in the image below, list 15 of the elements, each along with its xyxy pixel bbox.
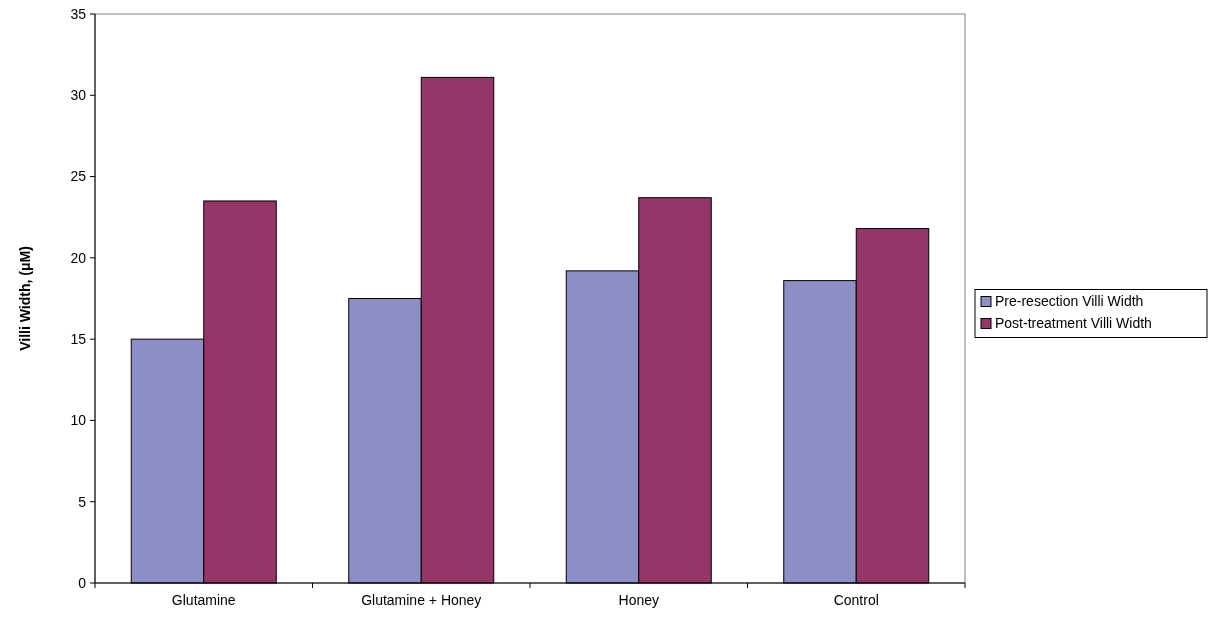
x-tick-label: Glutamine + Honey (361, 592, 482, 608)
y-tick-label: 10 (70, 412, 87, 429)
y-tick-label: 25 (70, 168, 87, 185)
x-tick-label: Control (833, 592, 879, 608)
y-tick-label: 30 (70, 87, 87, 104)
y-tick-label: 15 (70, 331, 87, 348)
legend-label: Pre-resection Villi Width (995, 293, 1144, 310)
y-axis-title: Villi Width, (μM) (17, 246, 33, 351)
y-tick-label: 20 (70, 249, 87, 266)
y-tick-label: 35 (70, 5, 87, 22)
x-tick-label: Glutamine (171, 592, 236, 608)
legend-label: Post-treatment Villi Width (995, 315, 1152, 332)
x-tick-label: Honey (618, 592, 659, 608)
y-tick-label: 5 (78, 493, 87, 510)
y-tick-label: 0 (78, 574, 87, 591)
